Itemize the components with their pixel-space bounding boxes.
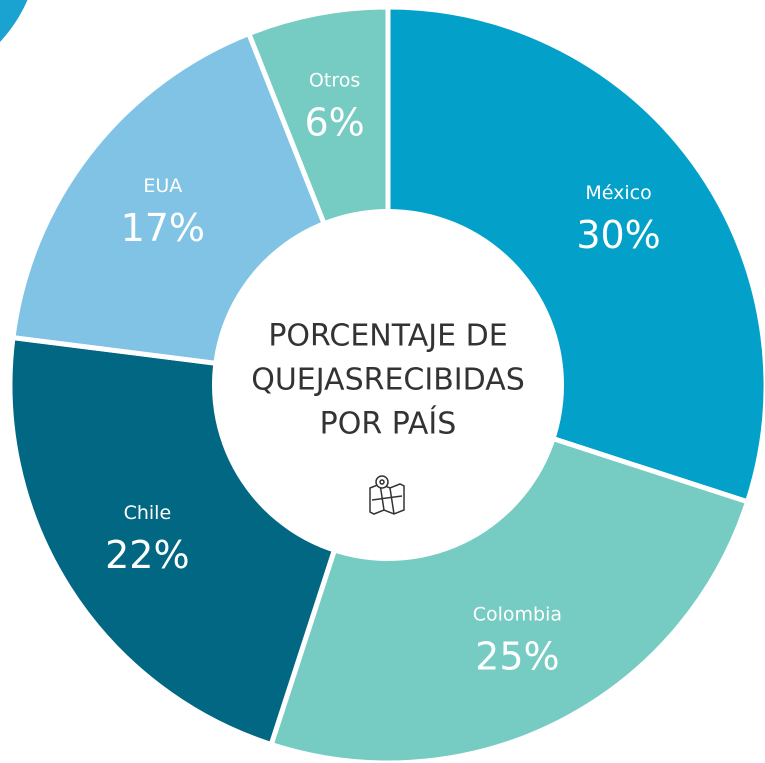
slice-value-label: 30% xyxy=(576,213,660,257)
slice-value-label: 25% xyxy=(475,634,559,678)
slice-name: Otros xyxy=(309,70,360,92)
chart-title: PORCENTAJE DE xyxy=(268,319,507,354)
slice-value-label: 6% xyxy=(304,101,364,145)
slice-name: Chile xyxy=(124,502,172,524)
chart-title: POR PAÍS xyxy=(320,406,457,442)
slice-value-label: 17% xyxy=(121,206,205,250)
chart-title: QUEJASRECIBIDAS xyxy=(251,363,525,398)
donut-hole xyxy=(212,209,564,561)
slice-name: Colombia xyxy=(473,603,562,625)
slice-value-label: 22% xyxy=(105,533,189,577)
slice-name: México xyxy=(585,182,651,204)
slices xyxy=(7,4,765,763)
slice-name: EUA xyxy=(143,175,182,197)
map-icon xyxy=(369,475,405,515)
decoration xyxy=(0,0,28,42)
